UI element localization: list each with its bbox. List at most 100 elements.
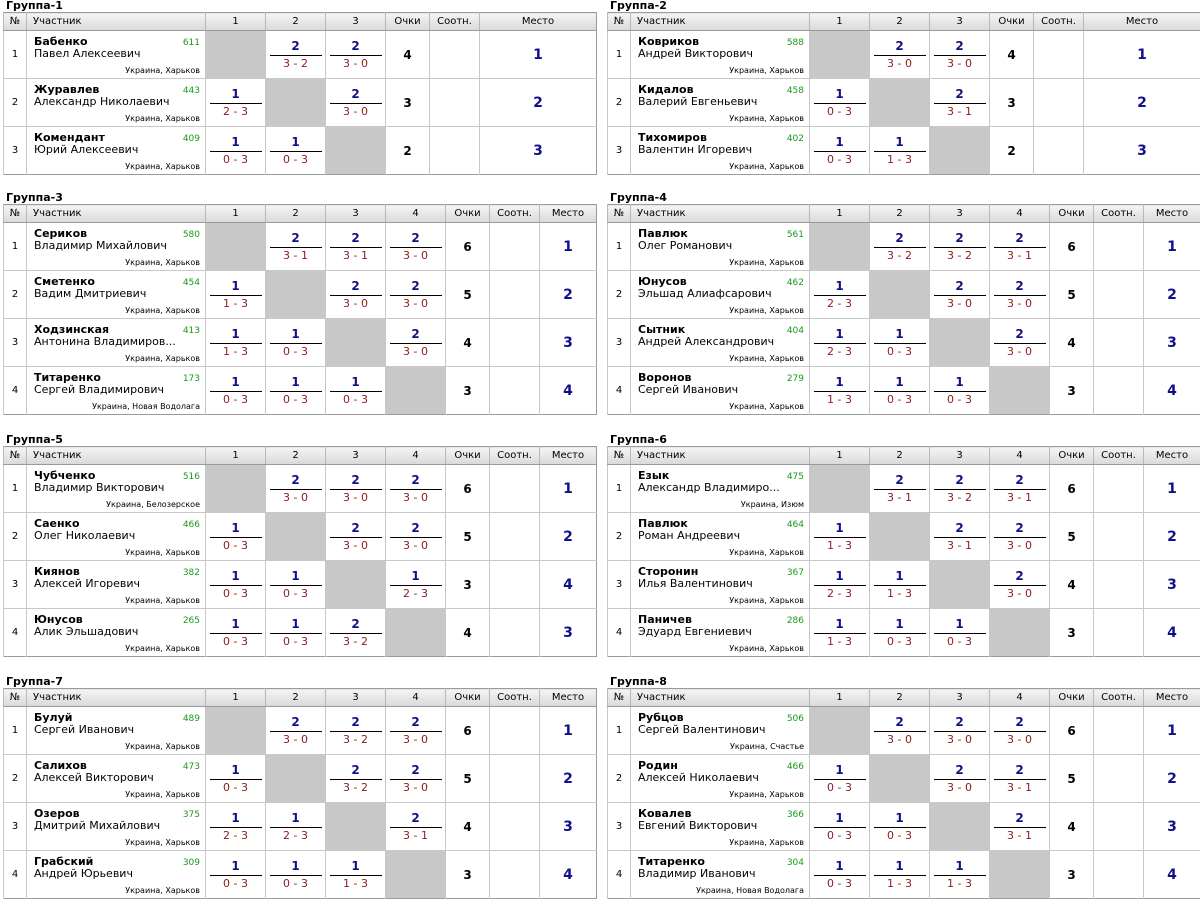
row-number: 4 (3, 608, 27, 657)
player-last-name[interactable]: Комендант (34, 131, 105, 144)
row-number: 1 (607, 30, 631, 79)
match-score: 0 - 3 (209, 151, 262, 166)
player-location: Украина, Счастье (729, 742, 804, 751)
player-last-name[interactable]: Родин (638, 759, 678, 772)
match-points: 1 (895, 811, 904, 825)
header-opponent-3: 3 (929, 12, 990, 31)
player-last-name[interactable]: Юнусов (34, 613, 83, 626)
player-last-name[interactable]: Павлюк (638, 517, 688, 530)
place-value: 2 (1143, 512, 1200, 561)
match-cell: 1 0 - 3 (809, 78, 870, 127)
player-first-name: Вадим Дмитриевич (34, 288, 147, 300)
player-last-name[interactable]: Сметенко (34, 275, 95, 288)
participant-cell: Титаренко Владимир Иванович 304 Украина, Но… (630, 850, 810, 899)
player-first-name: Владимир Михайлович (34, 240, 167, 252)
player-last-name[interactable]: Журавлев (34, 83, 100, 96)
participant-cell: Комендант Юрий Алексеевич 409 Украина, Харь… (26, 126, 206, 175)
player-first-name: Павел Алексеевич (34, 48, 141, 60)
match-points: 2 (955, 763, 964, 777)
place-value: 2 (1143, 754, 1200, 803)
group-title: Группа-6 (610, 433, 667, 446)
player-last-name[interactable]: Салихов (34, 759, 87, 772)
player-first-name: Александр Николаевич (34, 96, 170, 108)
group-table: № Участник 1 2 3 Очки Соотн. Место 1 Ковриков Андр… (607, 12, 1200, 175)
player-last-name[interactable]: Павлюк (638, 227, 688, 240)
player-location: Украина, Харьков (125, 258, 200, 267)
diagonal-cell (205, 706, 266, 755)
diagonal-cell (929, 560, 990, 609)
player-last-name[interactable]: Титаренко (34, 371, 101, 384)
player-last-name[interactable]: Киянов (34, 565, 80, 578)
player-last-name[interactable]: Чубченко (34, 469, 96, 482)
place-value: 3 (479, 126, 597, 175)
player-last-name[interactable]: Озеров (34, 807, 80, 820)
player-location: Украина, Харьков (125, 644, 200, 653)
player-rating: 309 (182, 858, 200, 868)
group-title: Группа-8 (610, 675, 667, 688)
player-last-name[interactable]: Бабенко (34, 35, 88, 48)
header-opponent-3: 3 (929, 204, 990, 223)
header-opponent-2: 2 (265, 204, 326, 223)
match-points: 2 (351, 715, 360, 729)
row-number: 2 (3, 78, 27, 127)
player-rating: 464 (786, 520, 804, 530)
header-opponent-4: 4 (385, 204, 446, 223)
participant-cell: Сметенко Вадим Дмитриевич 454 Украина, Харь… (26, 270, 206, 319)
total-points: 3 (989, 78, 1034, 127)
player-last-name[interactable]: Сериков (34, 227, 88, 240)
participant-cell: Саенко Олег Николаевич 466 Украина, Харьков (26, 512, 206, 561)
match-cell: 2 3 - 1 (929, 78, 990, 127)
match-score: 0 - 3 (209, 537, 262, 552)
player-last-name[interactable]: Езык (638, 469, 670, 482)
match-score: 0 - 3 (813, 103, 866, 118)
player-last-name[interactable]: Сторонин (638, 565, 699, 578)
player-row: 2 Павлюк Роман Андреевич 464 Украина, Харько… (607, 512, 1200, 561)
row-number: 3 (607, 318, 631, 367)
match-score: 3 - 0 (329, 55, 382, 70)
player-row: 3 Тихомиров Валентин Игоревич 402 Украина, Х… (607, 126, 1200, 175)
player-last-name[interactable]: Ходзинская (34, 323, 110, 336)
match-cell: 2 3 - 0 (385, 706, 446, 755)
match-cell: 1 1 - 3 (205, 318, 266, 367)
group-table: № Участник 1 2 3 Очки Соотн. Место 1 Бабенко Павел… (3, 12, 597, 175)
player-last-name[interactable]: Кидалов (638, 83, 694, 96)
match-cell: 1 1 - 3 (809, 366, 870, 415)
match-score: 3 - 0 (933, 731, 986, 746)
player-last-name[interactable]: Тихомиров (638, 131, 707, 144)
player-last-name[interactable]: Ковриков (638, 35, 700, 48)
player-row: 2 Журавлев Александр Николаевич 443 Украина,… (3, 78, 597, 127)
player-row: 2 Родин Алексей Николаевич 466 Украина, Харь… (607, 754, 1200, 803)
player-first-name: Андрей Юрьевич (34, 868, 133, 880)
player-last-name[interactable]: Сытник (638, 323, 686, 336)
match-cell: 1 2 - 3 (809, 560, 870, 609)
player-last-name[interactable]: Саенко (34, 517, 80, 530)
player-row: 1 Булуй Сергей Иванович 489 Украина, Харьков… (3, 706, 597, 755)
player-last-name[interactable]: Воронов (638, 371, 692, 384)
participant-cell: Журавлев Александр Николаевич 443 Украина, … (26, 78, 206, 127)
player-last-name[interactable]: Грабский (34, 855, 94, 868)
player-first-name: Дмитрий Михайлович (34, 820, 161, 832)
match-cell: 2 3 - 0 (929, 30, 990, 79)
player-last-name[interactable]: Юнусов (638, 275, 687, 288)
place-value: 1 (539, 464, 597, 513)
player-last-name[interactable]: Титаренко (638, 855, 705, 868)
match-score: 0 - 3 (209, 391, 262, 406)
place-value: 4 (539, 560, 597, 609)
match-points: 2 (291, 473, 300, 487)
header-opponent-4: 4 (989, 446, 1050, 465)
player-first-name: Андрей Викторович (638, 48, 754, 60)
header-participant: Участник (630, 12, 810, 31)
player-last-name[interactable]: Рубцов (638, 711, 684, 724)
player-last-name[interactable]: Паничев (638, 613, 692, 626)
player-last-name[interactable]: Булуй (34, 711, 73, 724)
match-cell: 1 2 - 3 (385, 560, 446, 609)
match-cell: 1 0 - 3 (265, 608, 326, 657)
match-score: 0 - 3 (933, 633, 986, 648)
match-points: 2 (351, 473, 360, 487)
row-number: 3 (607, 560, 631, 609)
diagonal-cell (929, 126, 990, 175)
player-last-name[interactable]: Ковалев (638, 807, 692, 820)
total-points: 3 (1049, 366, 1094, 415)
match-score: 3 - 1 (993, 827, 1046, 842)
ratio-cell (1093, 366, 1144, 415)
